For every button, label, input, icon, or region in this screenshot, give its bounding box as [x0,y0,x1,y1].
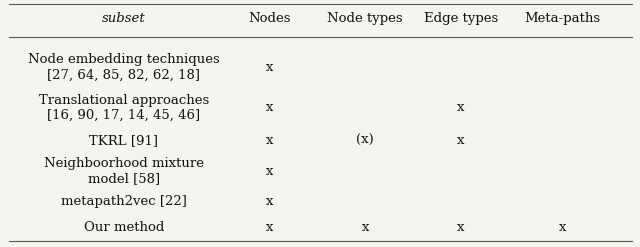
Text: x: x [266,165,274,178]
Text: metapath2vec [22]: metapath2vec [22] [61,195,187,208]
Text: Node types: Node types [328,12,403,25]
Text: Neighboorhood mixture
model [58]: Neighboorhood mixture model [58] [44,157,204,185]
Text: Meta-paths: Meta-paths [524,12,600,25]
Text: x: x [457,134,465,147]
Text: Nodes: Nodes [249,12,291,25]
Text: x: x [266,61,274,74]
Text: x: x [266,134,274,147]
Text: x: x [362,221,369,234]
Text: x: x [457,221,465,234]
Text: Translational approaches
[16, 90, 17, 14, 45, 46]: Translational approaches [16, 90, 17, 14… [38,94,209,122]
Text: x: x [559,221,566,234]
Text: Our method: Our method [84,221,164,234]
Text: (x): (x) [356,134,374,147]
Text: subset: subset [102,12,146,25]
Text: x: x [457,101,465,114]
Text: Edge types: Edge types [424,12,498,25]
Text: Node embedding techniques
[27, 64, 85, 82, 62, 18]: Node embedding techniques [27, 64, 85, 8… [28,53,220,81]
Text: x: x [266,221,274,234]
Text: x: x [266,101,274,114]
Text: TKRL [91]: TKRL [91] [90,134,158,147]
Text: x: x [266,195,274,208]
